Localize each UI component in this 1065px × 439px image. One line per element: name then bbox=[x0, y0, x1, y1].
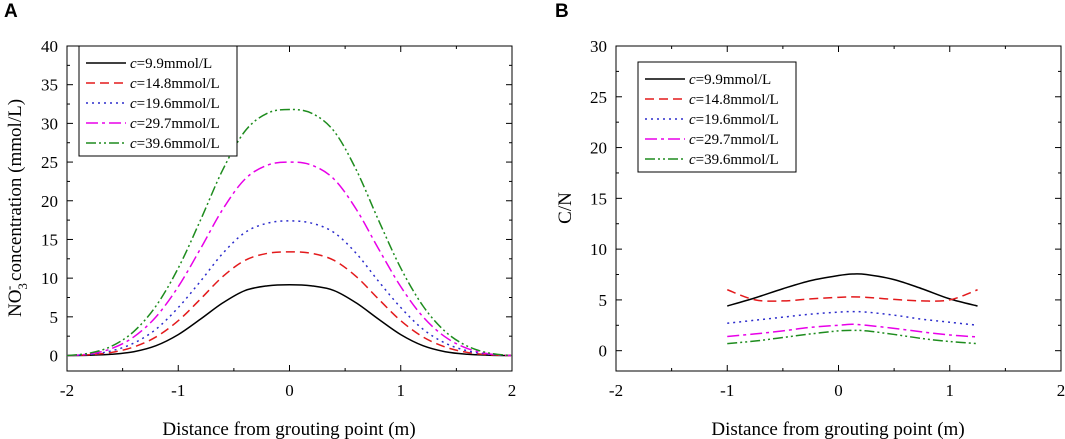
y-tick-label: 0 bbox=[50, 347, 59, 366]
y-tick-label: 5 bbox=[599, 291, 608, 310]
x-tick-label: 1 bbox=[397, 381, 406, 400]
x-tick-label: -1 bbox=[171, 381, 185, 400]
x-tick-label: 0 bbox=[285, 381, 294, 400]
legend-box bbox=[78, 45, 238, 157]
y-tick-label: 0 bbox=[599, 342, 608, 361]
y-tick-label: 30 bbox=[41, 114, 58, 133]
x-axis-title: Distance from grouting point (m) bbox=[162, 419, 415, 439]
legend-label: c=29.7mmol/L bbox=[130, 116, 220, 132]
y-tick-label: 15 bbox=[590, 189, 607, 208]
y-tick-label: 5 bbox=[50, 308, 59, 327]
series-line bbox=[66, 251, 513, 357]
series-line bbox=[66, 220, 513, 357]
legend-label: c=19.6mmol/L bbox=[689, 112, 779, 128]
y-tick-label: 15 bbox=[41, 230, 58, 249]
y-tick-label: 30 bbox=[590, 37, 607, 56]
x-tick-label: -2 bbox=[609, 381, 623, 400]
series-line bbox=[727, 323, 978, 338]
legend-label: c=39.6mmol/L bbox=[689, 152, 779, 168]
legend: c=9.9mmol/L c=14.8mmol/L c=19.6mmol/L c=29.… bbox=[78, 45, 238, 157]
legend-label: c=9.9mmol/L bbox=[130, 56, 212, 72]
y-tick-label: 25 bbox=[41, 153, 58, 172]
x-tick-label: -2 bbox=[60, 381, 74, 400]
x-tick-label: 2 bbox=[1057, 381, 1065, 400]
legend-label: c=19.6mmol/L bbox=[130, 96, 220, 112]
y-tick-label: 10 bbox=[41, 269, 58, 288]
y-tick-label: 20 bbox=[41, 192, 58, 211]
y-tick-label: 40 bbox=[41, 37, 58, 56]
legend-box bbox=[637, 61, 797, 173]
panel-label: A bbox=[4, 1, 18, 22]
x-tick-label: 2 bbox=[508, 381, 517, 400]
series-line bbox=[66, 283, 513, 357]
y-tick-label: 10 bbox=[590, 240, 607, 259]
y-tick-label: 20 bbox=[590, 139, 607, 158]
series-lines bbox=[66, 108, 513, 357]
series-line bbox=[727, 329, 978, 345]
x-tick-label: 1 bbox=[946, 381, 955, 400]
series-line bbox=[727, 310, 978, 327]
series-line bbox=[66, 161, 513, 357]
panel-label: B bbox=[555, 1, 569, 22]
series-line bbox=[726, 289, 978, 302]
series-line bbox=[66, 108, 513, 357]
legend-label: c=29.7mmol/L bbox=[689, 132, 779, 148]
y-tick-label: 25 bbox=[590, 88, 607, 107]
legend-label: c=9.9mmol/L bbox=[689, 72, 771, 88]
x-tick-label: 0 bbox=[834, 381, 843, 400]
legend-label: c=14.8mmol/L bbox=[689, 92, 779, 108]
series-line bbox=[727, 273, 978, 307]
series-lines bbox=[726, 273, 978, 345]
x-axis-title: Distance from grouting point (m) bbox=[711, 419, 964, 439]
x-tick-label: -1 bbox=[720, 381, 734, 400]
legend: c=9.9mmol/L c=14.8mmol/L c=19.6mmol/L c=29.… bbox=[637, 61, 797, 173]
legend-label: c=14.8mmol/L bbox=[130, 76, 220, 92]
legend-label: c=39.6mmol/L bbox=[130, 136, 220, 152]
y-axis-title: C/N bbox=[555, 192, 576, 224]
y-axis-title: NO3- concentration (mmol/L) bbox=[1, 99, 30, 317]
y-tick-label: 35 bbox=[41, 76, 58, 95]
